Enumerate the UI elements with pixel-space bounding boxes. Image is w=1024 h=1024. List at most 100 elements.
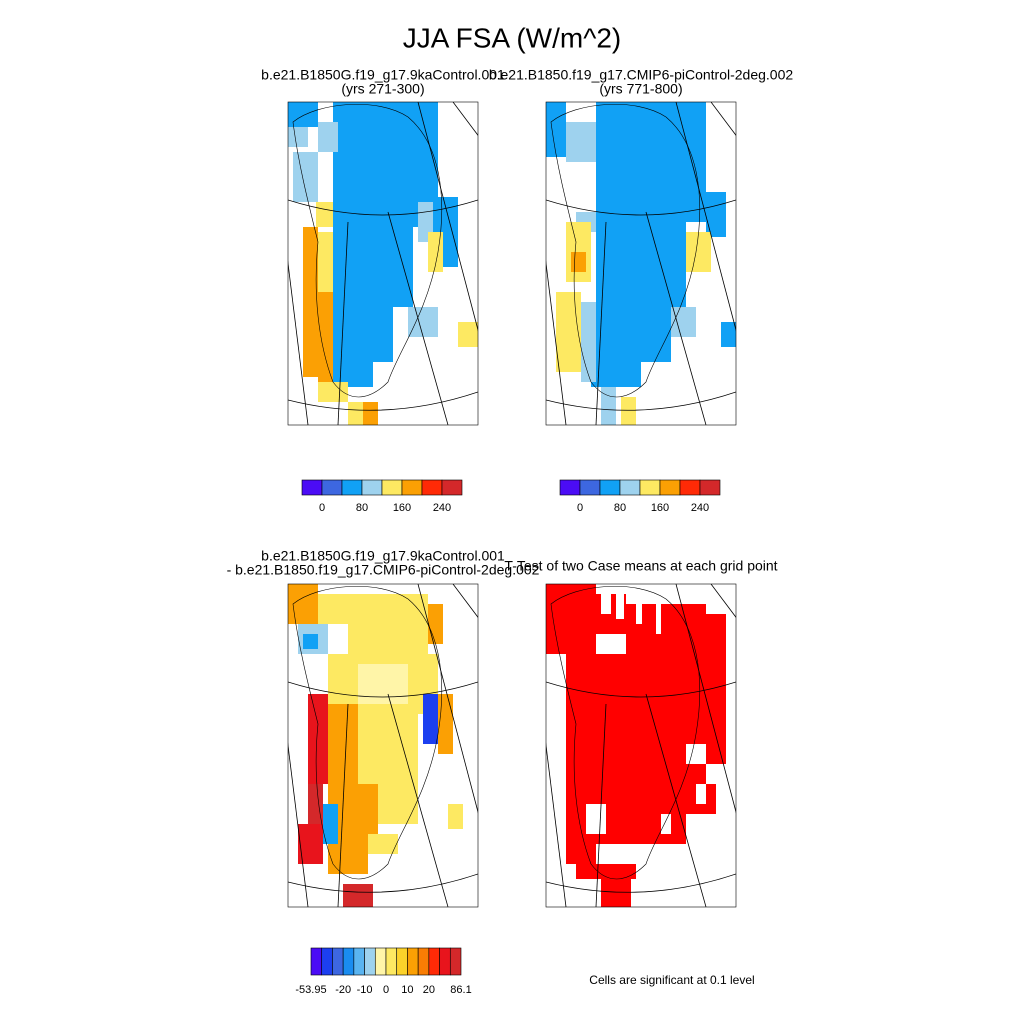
colorbar-box [364, 947, 376, 976]
map-frame [545, 583, 737, 908]
coastline [292, 585, 443, 880]
colorbar-label: 86.1 [450, 984, 471, 996]
colorbar-label: -20 [335, 984, 351, 996]
grid-cell [586, 804, 606, 834]
grid-cell [438, 694, 453, 754]
figure-title: JJA FSA (W/m^2) [403, 22, 622, 53]
grid-cell [348, 402, 363, 425]
grid-cell [428, 604, 443, 644]
grid-cell [303, 634, 318, 649]
colorbar-label: 10 [401, 984, 413, 996]
panel-title: (yrs 271-300) [341, 81, 424, 97]
coastline [292, 103, 443, 398]
colorbar-label: 160 [651, 502, 669, 514]
colorbar-box [381, 479, 403, 496]
grid-cell [358, 664, 408, 704]
meridian [452, 584, 478, 618]
colorbar-box [353, 947, 365, 976]
latitude-line [546, 681, 736, 698]
grid-cell [706, 784, 716, 814]
grid-cell [333, 302, 393, 362]
panel-title: b.e21.B1850G.f19_g17.9kaControl.001 [261, 67, 505, 83]
colorbar-box [441, 479, 463, 496]
grid-cell [621, 397, 636, 425]
grid-cell [288, 127, 308, 147]
grid-cell [288, 584, 318, 624]
latitude-line [546, 391, 736, 411]
grid-cell [556, 292, 581, 372]
grid-cell [706, 674, 726, 764]
meridian [675, 102, 736, 332]
colorbar-box [341, 479, 363, 496]
map-frame [287, 583, 479, 908]
meridian [452, 102, 478, 136]
colorbar-box [559, 479, 581, 496]
colorbar-box [439, 947, 451, 976]
colorbar-label: 0 [577, 502, 583, 514]
colorbar-box [396, 947, 408, 976]
colorbar-box [361, 479, 383, 496]
colorbar-box [385, 947, 398, 976]
meridian [417, 102, 478, 332]
grid-cell [448, 804, 463, 829]
meridian [645, 211, 707, 425]
colorbar-box [579, 479, 601, 496]
meridian [546, 742, 567, 907]
panel-title: (yrs 771-800) [599, 81, 682, 97]
grid-cell [566, 122, 596, 162]
grid-cell [303, 227, 318, 377]
latitude-line [288, 681, 478, 698]
grid-cell [656, 604, 661, 634]
colorbar-box [417, 947, 430, 976]
grid-cell [318, 594, 348, 624]
colorbar-box [619, 479, 641, 496]
colorbar-box [407, 947, 419, 976]
grid-cell [288, 102, 318, 127]
colorbar-box [332, 947, 344, 976]
grid-cell [333, 227, 413, 307]
grid-cell [696, 784, 706, 804]
meridian [337, 703, 349, 907]
grid-cell [601, 594, 611, 614]
meridian [288, 742, 309, 907]
latitude-line [288, 873, 478, 893]
grid-cell [378, 784, 418, 824]
grid-cell [368, 834, 398, 854]
panel-title: - b.e21.B1850.f19_g17.CMIP6-piControl-2d… [227, 562, 540, 578]
panel-title: b.e21.B1850.f19_g17.CMIP6-piControl-2deg… [489, 67, 794, 83]
map-frame [287, 101, 479, 426]
meridian [710, 584, 736, 618]
map-panel [545, 101, 737, 426]
meridian [288, 260, 309, 425]
meridian [710, 102, 736, 136]
grid-cell [408, 307, 438, 337]
meridian [595, 221, 607, 425]
map-panel [287, 101, 479, 426]
colorbar-box [659, 479, 681, 496]
colorbar-label: 0 [319, 502, 325, 514]
grid-cell [363, 402, 378, 425]
colorbar-box [374, 947, 387, 976]
meridian [675, 584, 736, 814]
grid-cell [316, 202, 333, 227]
colorbar-box [449, 947, 462, 976]
colorbar-box [310, 947, 323, 976]
latitude-line [546, 873, 736, 893]
colorbar-box [421, 479, 443, 496]
grid-cell [348, 594, 428, 654]
map-frame [545, 101, 737, 426]
colorbar-label: 20 [423, 984, 435, 996]
grid-cell [596, 222, 686, 312]
colorbar-label: 0 [383, 984, 389, 996]
colorbar-label: 80 [356, 502, 368, 514]
meridian [387, 211, 449, 425]
grid-cell [636, 594, 642, 624]
colorbar-box [321, 479, 343, 496]
panel-title: T-Test of two Case means at each grid po… [504, 558, 777, 574]
colorbar-label: 160 [393, 502, 411, 514]
grid-cell [706, 192, 726, 237]
colorbar-label: -10 [357, 984, 373, 996]
grid-cell [318, 232, 333, 292]
colorbar-box [301, 479, 323, 496]
grid-cell [616, 594, 624, 619]
